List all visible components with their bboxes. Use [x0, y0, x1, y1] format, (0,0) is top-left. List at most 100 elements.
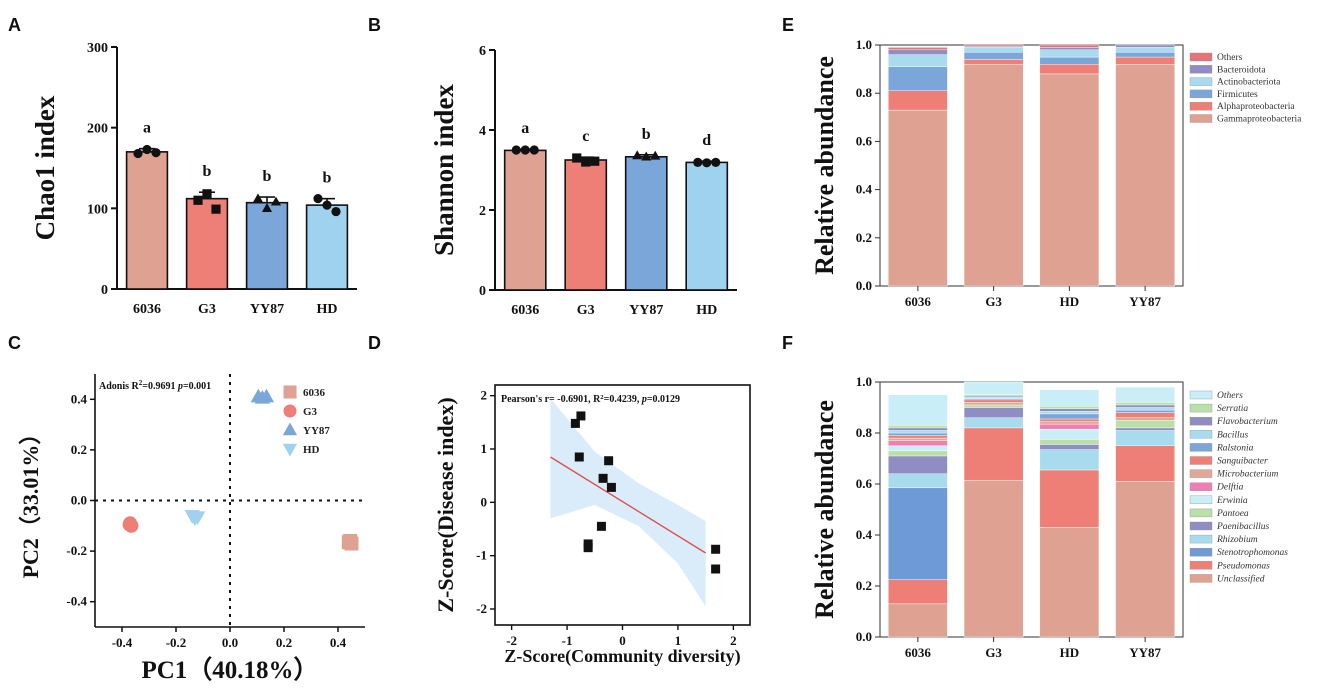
data-point: [598, 473, 608, 483]
data-point: [581, 157, 591, 167]
legend-label: Sanguibacter: [1217, 457, 1268, 467]
segment-Serratia: [1039, 406, 1100, 409]
legend-marker: [282, 443, 298, 457]
legend-label: Stenotrophomonas: [1217, 548, 1288, 558]
segment-Bacillus: [888, 430, 948, 434]
y-axis-title: Shannon index: [429, 84, 459, 256]
data-point: [322, 200, 332, 210]
segment-Rhizobium: [1039, 449, 1100, 471]
y-tick-label: -1: [476, 548, 487, 563]
x-tick-label: 1: [675, 633, 682, 648]
data-point: [650, 150, 661, 160]
y-tick-label: 0.2: [71, 442, 87, 457]
data-point: [574, 452, 584, 462]
x-tick-label: -1: [562, 633, 573, 648]
segment-Rhizobium: [888, 473, 948, 489]
legend-label: Pantoea: [1216, 509, 1249, 519]
y-tick-label: 0.8: [856, 425, 873, 440]
x-tick-label: 6036: [511, 303, 539, 318]
y-tick-label: 1.0: [856, 37, 872, 52]
pearson-annotation: Pearson's r= -0.6901, R2=0.4239, p=0.012…: [501, 394, 680, 406]
legend-swatch: [1189, 495, 1213, 504]
legend-marker: [282, 422, 298, 436]
legend-label: Erwinia: [1216, 496, 1248, 506]
point-HD: [189, 511, 206, 525]
segment-Erwinia: [888, 445, 948, 452]
legend-swatch: [1189, 548, 1213, 557]
y-tick-label: 0.4: [856, 182, 873, 197]
legend-label: Flavobacterium: [1216, 417, 1278, 427]
segment-Others: [888, 394, 948, 426]
legend-label: Others: [1217, 53, 1243, 63]
segment-Gammaproteobacteria: [888, 109, 948, 287]
x-tick-label: HD: [1060, 294, 1080, 309]
y-axis-title: PC2（33.01%）: [18, 423, 43, 579]
x-tick-label: YY87: [250, 302, 284, 317]
legend-swatch: [1189, 89, 1213, 99]
data-point: [202, 189, 212, 199]
segment-Others: [963, 381, 1024, 395]
y-tick-label: 200: [87, 122, 108, 137]
y-tick-label: 0.2: [856, 578, 872, 593]
legend-label: Serratia: [1217, 404, 1248, 414]
data-point: [261, 203, 273, 213]
segment-Others: [963, 44, 1024, 47]
segment-Others: [1039, 44, 1100, 48]
segment-Rhizobium: [963, 417, 1024, 429]
x-tick-label: YY87: [629, 303, 663, 318]
bar-6036: [125, 151, 169, 290]
segment-Delftia: [888, 440, 948, 446]
segment-Flavobacterium: [1115, 404, 1175, 408]
y-tick-label: 100: [87, 202, 108, 217]
segment-Unclassified: [963, 479, 1024, 638]
segment-Gammaproteobacteria: [963, 64, 1024, 287]
data-point: [576, 411, 586, 421]
legend: Others Serratia Flavobacterium Bacillus Rals…: [1189, 390, 1288, 584]
segment-Firmicutes: [1115, 52, 1175, 58]
legend-label: Bacillus: [1217, 430, 1248, 440]
data-point: [151, 148, 161, 158]
data-point: [133, 148, 143, 159]
legend-label: Unclassified: [1217, 573, 1265, 584]
data-point: [711, 564, 721, 574]
segment-Pantoea: [963, 404, 1024, 408]
bar-YY87: [245, 201, 289, 290]
segment-Unclassified: [1115, 481, 1175, 638]
y-tick-label: 300: [87, 41, 108, 56]
data-point: [529, 145, 539, 155]
data-point: [313, 194, 323, 204]
segment-Microbacterium: [1039, 421, 1100, 425]
bar-G3: [185, 197, 229, 290]
x-tick-label: G3: [985, 645, 1002, 660]
y-tick-label: 0.0: [856, 629, 872, 644]
x-tick-label: HD: [1060, 645, 1080, 660]
legend-swatch: [1189, 65, 1213, 74]
significance-letter: b: [263, 168, 272, 185]
segment-Sanguibacter: [1115, 412, 1175, 418]
legend-label: Microbacterium: [1216, 470, 1279, 480]
x-tick-label: 6036: [905, 645, 932, 660]
segment-Delftia: [1039, 423, 1100, 430]
data-point: [252, 193, 264, 203]
x-tick-label: HD: [317, 302, 338, 317]
legend-marker: [283, 385, 297, 399]
segment-Gammaproteobacteria: [1115, 64, 1175, 287]
y-tick-label: 0: [101, 283, 108, 298]
y-tick-label: 1.0: [856, 374, 872, 389]
panel-label-b: B: [368, 15, 381, 35]
y-tick-label: 2: [481, 388, 488, 403]
y-tick-label: 2: [479, 204, 486, 219]
segment-Actinobacteriota: [1039, 49, 1100, 58]
plot-frame: [879, 381, 1184, 638]
legend-swatch: [1189, 52, 1213, 62]
data-point: [331, 206, 341, 217]
legend-swatch: [1189, 443, 1213, 452]
x-tick-label: G3: [577, 303, 595, 318]
x-tick-label: 6036: [905, 294, 932, 309]
y-axis-title: Relative abundance: [810, 400, 839, 619]
segment-Others: [888, 47, 948, 51]
y-tick-label: 0: [481, 494, 488, 509]
data-point: [606, 482, 616, 492]
panel-c: -0.4 -0.2 0.0 0.2 0.4 -0.4 -0.2 0.0 0.2 0.4 Adonis…: [18, 374, 365, 684]
legend-swatch: [1189, 430, 1213, 439]
